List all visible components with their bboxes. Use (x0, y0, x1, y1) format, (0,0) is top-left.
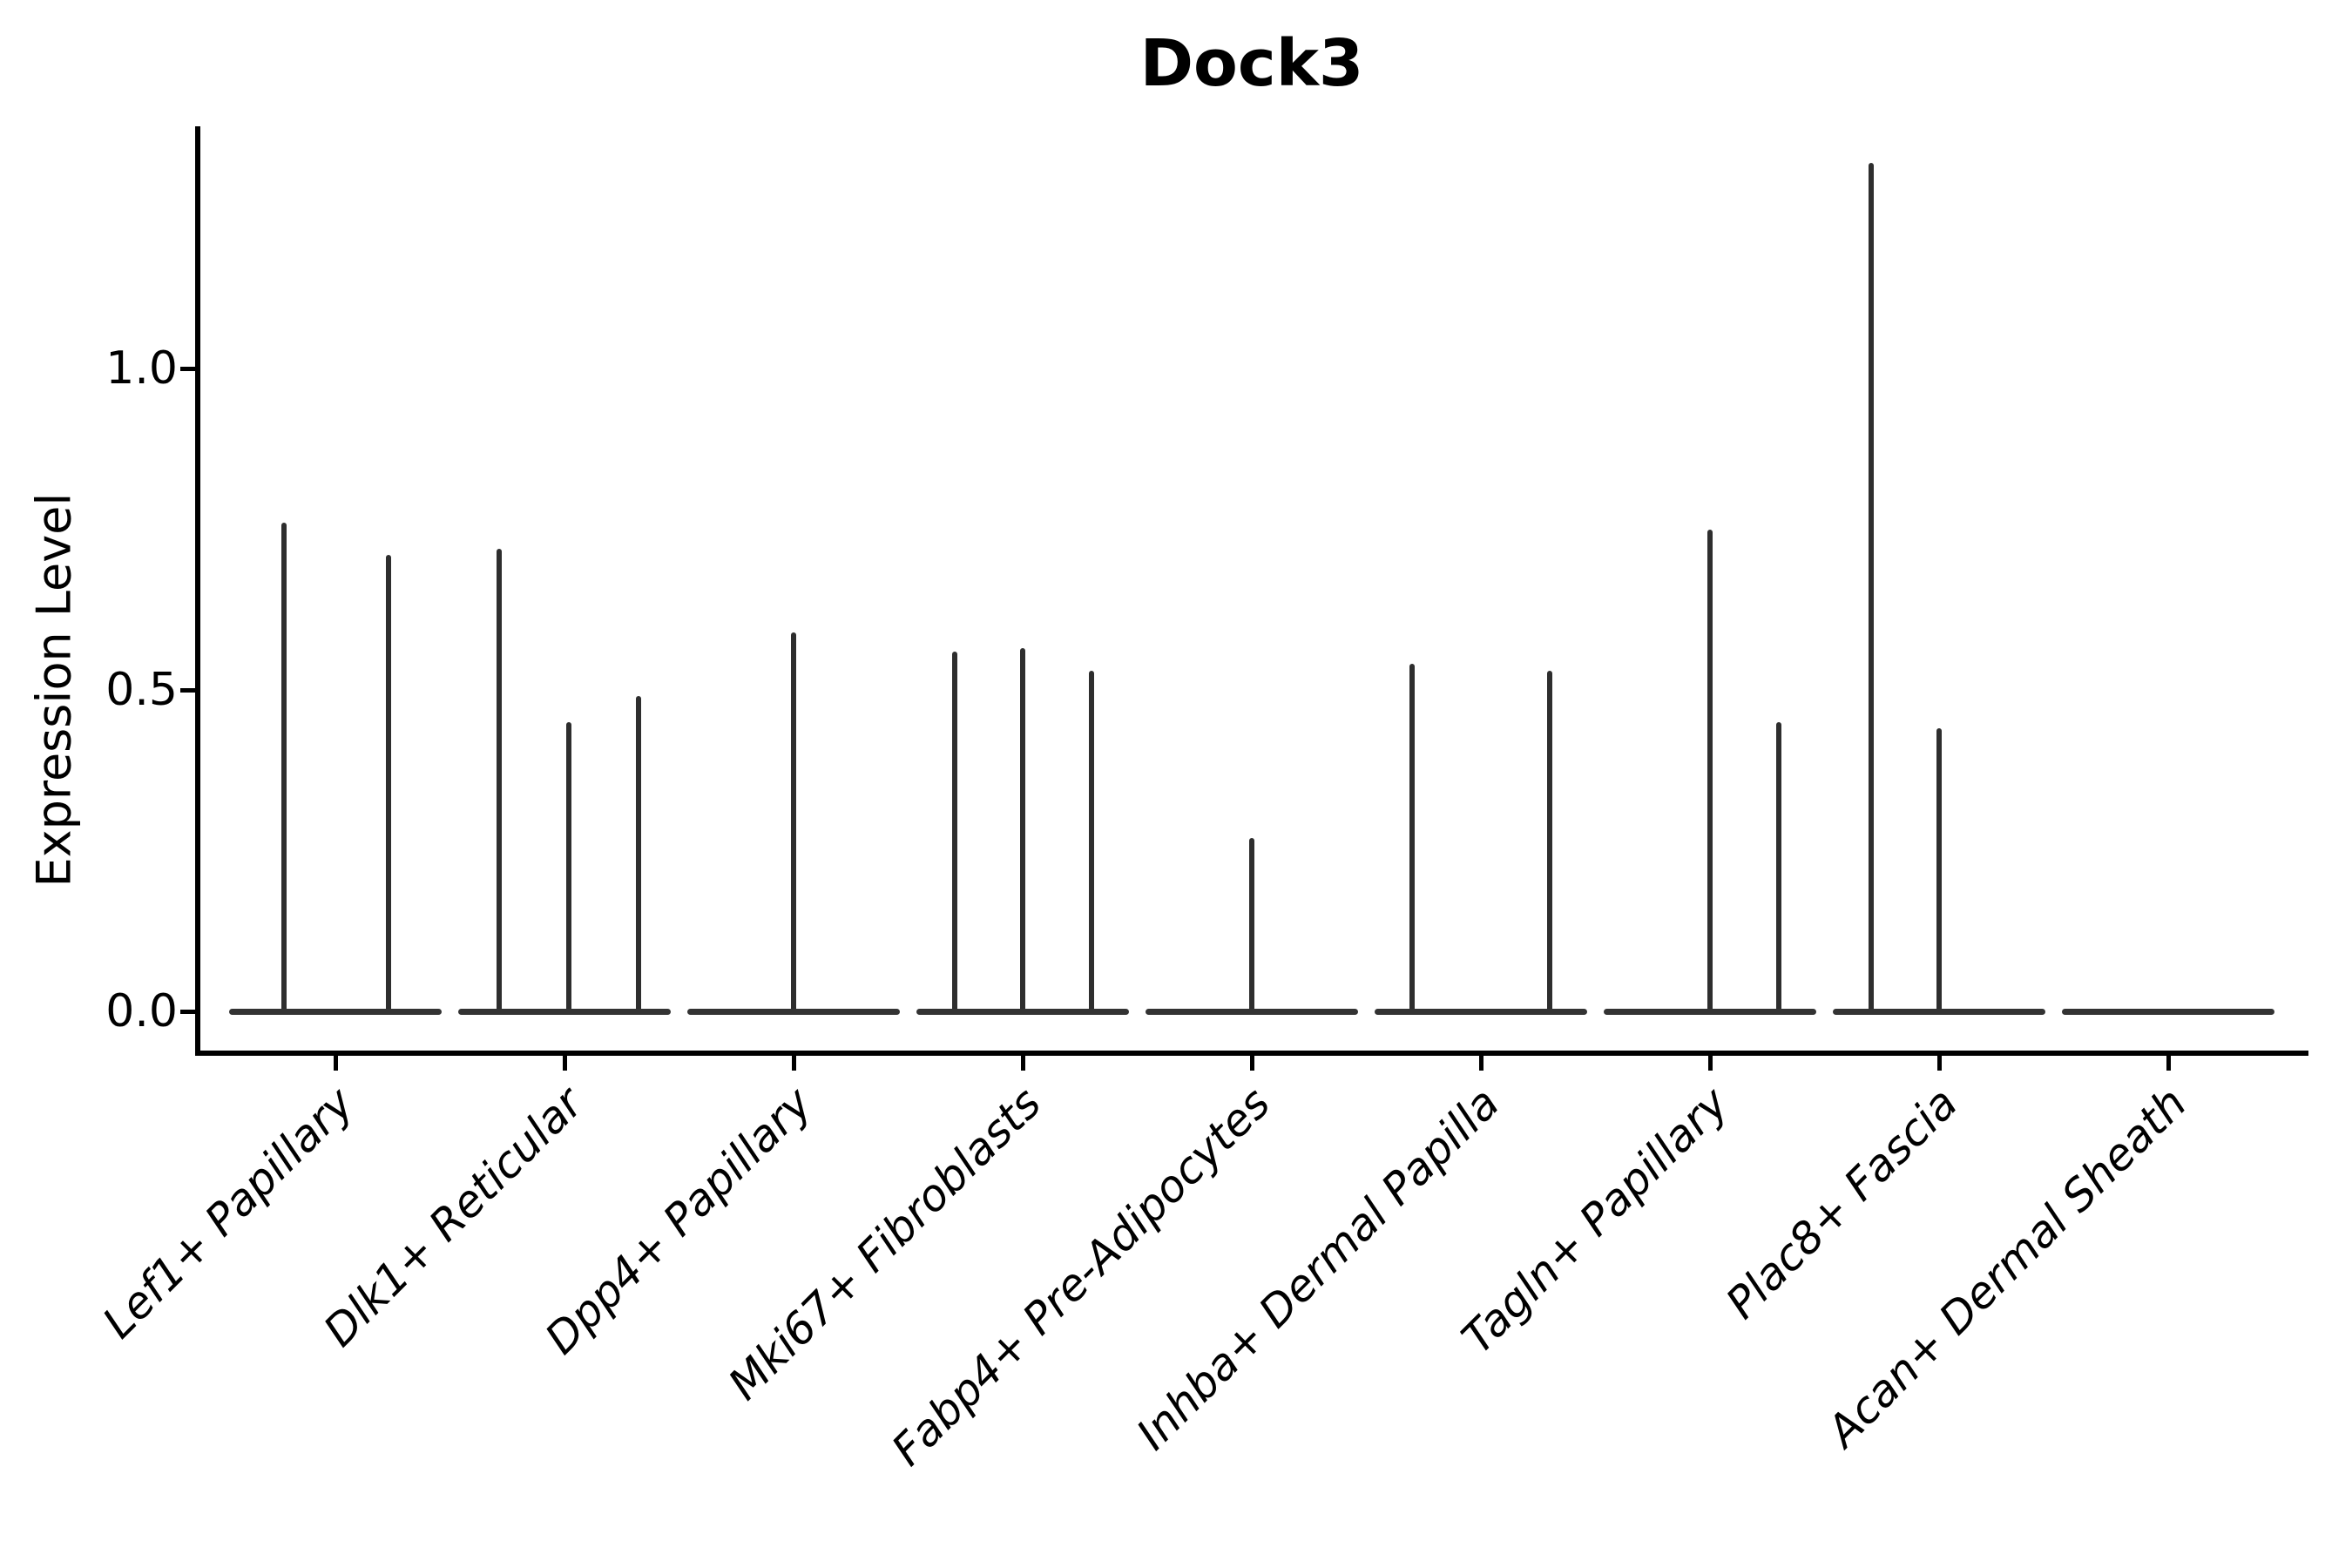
y-tick-label: 1.0 (105, 342, 178, 395)
x-tick (2166, 1056, 2171, 1071)
x-tick (1250, 1056, 1254, 1071)
y-tick (180, 688, 195, 693)
x-tick (792, 1056, 796, 1071)
violin-spike (1936, 728, 1942, 1011)
violin-base (1375, 1009, 1587, 1015)
x-tick (1479, 1056, 1484, 1071)
violin-base (458, 1009, 671, 1015)
y-tick-label: 0.0 (105, 985, 178, 1037)
violin-spike (636, 696, 641, 1011)
violin-spike (1249, 837, 1254, 1011)
violin-base (1833, 1009, 2045, 1015)
x-tick-label: Lef1+ Papillary (92, 1078, 364, 1348)
violin-spike (281, 523, 287, 1011)
violin-spike (386, 555, 391, 1011)
violin-spike (1869, 162, 1874, 1011)
x-axis-spine (195, 1051, 2308, 1056)
x-tick-label: Fabp4+ Pre-Adipocytes (882, 1078, 1281, 1476)
violin-spike (1089, 670, 1094, 1011)
violin-spike (1776, 721, 1781, 1011)
x-tick (563, 1056, 567, 1071)
violin-base (229, 1009, 442, 1015)
x-tick (1937, 1056, 1942, 1071)
y-tick (180, 1010, 195, 1014)
y-tick (180, 367, 195, 371)
violin-spike (791, 632, 796, 1011)
violin-base (2062, 1009, 2274, 1015)
violin-spike (952, 651, 957, 1011)
x-tick-label: Plac8+ Fascia (1716, 1078, 1968, 1329)
x-tick (1708, 1056, 1713, 1071)
x-tick (334, 1056, 338, 1071)
violin-base (1604, 1009, 1816, 1015)
y-tick-label: 0.5 (105, 664, 178, 716)
y-axis-spine (195, 126, 200, 1056)
violin-spike (1707, 529, 1713, 1011)
plot-title: Dock3 (1139, 26, 1364, 101)
violin-spike (566, 721, 571, 1011)
violin-spike (1409, 664, 1415, 1011)
violin-spike (1020, 648, 1025, 1011)
violin-base (916, 1009, 1129, 1015)
violin-base (687, 1009, 900, 1015)
violin-spike (1547, 670, 1552, 1011)
x-tick-label: Dlk1+ Reticular (314, 1078, 593, 1356)
violin-spike (497, 548, 502, 1011)
violin-base (1146, 1009, 1358, 1015)
x-tick (1021, 1056, 1025, 1071)
